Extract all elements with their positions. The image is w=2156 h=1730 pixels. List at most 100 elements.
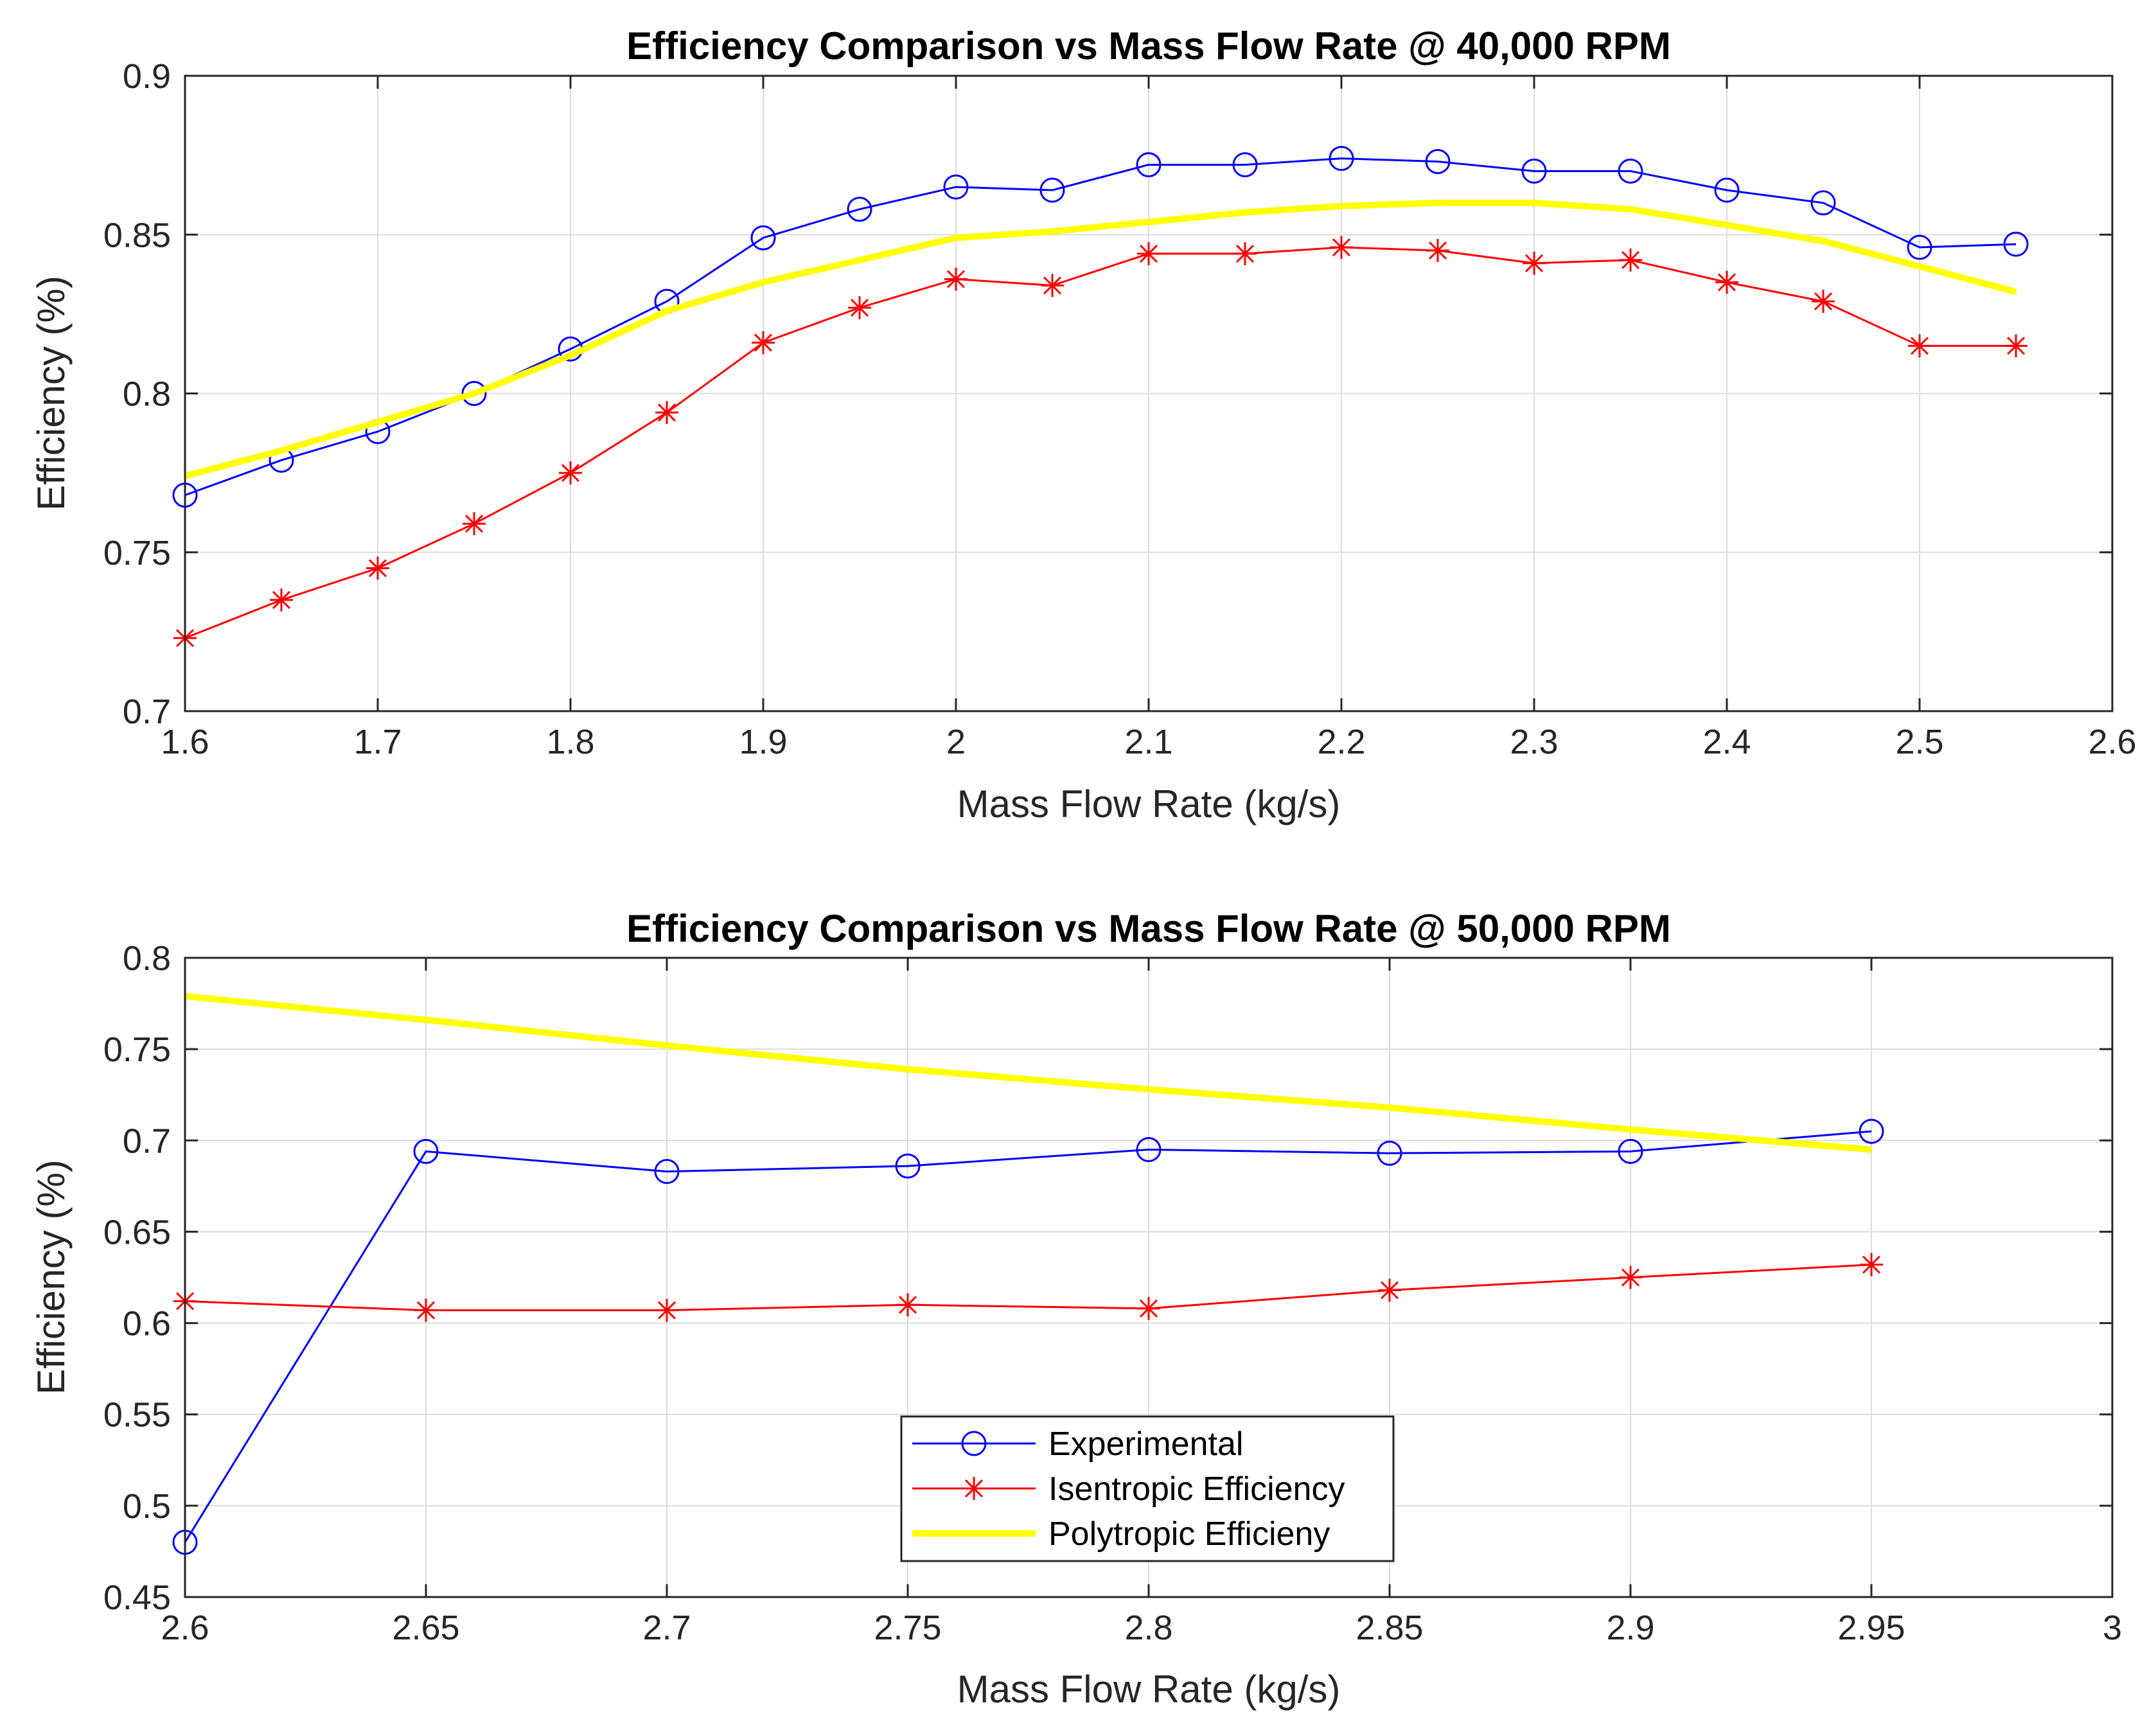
asterisk-stroke (368, 559, 387, 578)
asterisk-stroke (1621, 251, 1640, 269)
asterisk-stroke (416, 1301, 436, 1320)
y-tick-label: 0.6 (123, 1305, 171, 1343)
legend-marker-circle (961, 1431, 987, 1456)
chart-title: Efficiency Comparison vs Mass Flow Rate … (626, 24, 1671, 67)
asterisk-stroke (964, 1479, 984, 1498)
data-point-isentropic-efficiency (1619, 1266, 1642, 1289)
data-point-isentropic-efficiency (655, 401, 678, 425)
y-tick-label: 0.75 (103, 1030, 171, 1069)
data-point-experimental (413, 1138, 439, 1164)
data-point-isentropic-efficiency (1715, 270, 1738, 294)
y-axis-label: Efficiency (%) (30, 276, 73, 511)
asterisk-stroke (1428, 241, 1447, 260)
x-tick-label: 2.75 (874, 1609, 941, 1647)
asterisk-stroke (1380, 1281, 1399, 1300)
data-point-isentropic-efficiency (1378, 1278, 1401, 1302)
series-isentropic-efficiency (173, 1253, 1883, 1322)
chart-50000-rpm: 2.6 2.65 2.7 2.75 2.8 2.85 2.9 2.95 3 0.45 0.5 0.55… (30, 907, 2122, 1711)
x-tick-label: 3 (2103, 1609, 2122, 1647)
y-tick-label: 0.7 (123, 1122, 171, 1160)
y-tick-label: 0.65 (103, 1213, 171, 1251)
asterisk-stroke (1139, 244, 1158, 263)
x-tick-label: 2.2 (1317, 723, 1365, 761)
x-tick-label: 2 (946, 723, 966, 761)
x-tick-label: 1.9 (739, 723, 787, 761)
data-point-experimental (1810, 190, 1836, 216)
series-line-polytropic-efficieny (184, 993, 1872, 1153)
x-tick-label: 2.6 (161, 1609, 209, 1647)
data-point-isentropic-efficiency (2004, 334, 2028, 358)
data-point-isentropic-efficiency (1137, 1296, 1160, 1320)
data-point-isentropic-efficiency (366, 556, 389, 580)
y-axis-label: Efficiency (%) (30, 1160, 73, 1395)
data-point-experimental (1039, 177, 1065, 203)
asterisk-stroke (754, 333, 773, 352)
asterisk-stroke (1717, 273, 1736, 292)
asterisk-stroke (1862, 1255, 1881, 1274)
asterisk-stroke (464, 515, 484, 533)
data-point-experimental (1232, 152, 1258, 177)
asterisk-stroke (1139, 1299, 1158, 1318)
data-point-isentropic-efficiency (270, 588, 293, 612)
x-tick-label: 2.4 (1702, 723, 1751, 761)
x-tick-label: 2.1 (1124, 723, 1172, 761)
y-tick-label: 0.8 (123, 939, 171, 978)
asterisk-stroke (898, 1296, 917, 1314)
x-tick-label: 2.7 (642, 1609, 691, 1647)
data-point-isentropic-efficiency (1041, 274, 1064, 297)
data-point-experimental (654, 1159, 680, 1185)
data-point-experimental (1329, 146, 1354, 172)
x-axis-label: Mass Flow Rate (kg/s) (957, 1668, 1341, 1711)
series-polytropic-efficieny (184, 199, 2017, 479)
y-tick-label: 0.45 (103, 1578, 171, 1617)
data-point-experimental (943, 174, 969, 200)
legend-entry-experimental: Experimental (912, 1425, 1243, 1463)
data-point-experimental (1521, 158, 1547, 184)
legend-label-polytropic: Polytropic Efficieny (1048, 1515, 1330, 1553)
data-point-experimental (895, 1153, 921, 1179)
data-point-isentropic-efficiency (1426, 238, 1449, 262)
x-axis-label: Mass Flow Rate (kg/s) (957, 782, 1341, 825)
x-tick-label: 2.5 (1895, 723, 1943, 761)
asterisk-stroke (1621, 1268, 1640, 1287)
y-tick-label: 0.7 (123, 693, 171, 731)
x-tick-label: 1.6 (161, 723, 209, 761)
chart-40000-rpm: 1.6 1.7 1.8 1.9 2 2.1 2.2 2.3 2.4 2.5 2.6 0.7 0.75 0.… (30, 24, 2137, 825)
legend-entry-isentropic: Isentropic Efficiency (912, 1470, 1345, 1508)
ticks: 1.6 1.7 1.8 1.9 2 2.1 2.2 2.3 2.4 2.5 2.6 0.7 0.75 0.… (103, 57, 2137, 761)
data-point-isentropic-efficiency (944, 267, 968, 291)
y-tick-label: 0.9 (123, 57, 171, 96)
data-point-isentropic-efficiency (1330, 236, 1353, 260)
legend-label-isentropic: Isentropic Efficiency (1048, 1470, 1345, 1508)
data-point-isentropic-efficiency (848, 296, 871, 319)
asterisk-stroke (850, 298, 869, 317)
data-point-experimental (461, 381, 487, 406)
series-line-isentropic-efficiency (184, 1264, 1872, 1312)
legend-marker-asterisk (962, 1477, 985, 1500)
data-point-experimental (1618, 1138, 1643, 1164)
legend-asterisk-glyph (962, 1477, 985, 1500)
y-tick-label: 0.55 (103, 1396, 171, 1434)
data-point-experimental (1377, 1140, 1402, 1166)
legend-label-experimental: Experimental (1048, 1425, 1243, 1463)
x-tick-label: 2.85 (1356, 1609, 1423, 1647)
x-tick-label: 2.9 (1606, 1609, 1654, 1647)
ticks: 2.6 2.65 2.7 2.75 2.8 2.85 2.9 2.95 3 0.45 0.5 0.55… (103, 939, 2122, 1647)
series-isentropic-efficiency (173, 236, 2028, 650)
data-point-isentropic-efficiency (1137, 242, 1160, 265)
data-point-experimental (1859, 1118, 1884, 1144)
data-point-isentropic-efficiency (463, 512, 486, 536)
asterisk-stroke (1043, 276, 1062, 295)
x-tick-label: 2.65 (392, 1609, 459, 1647)
x-tick-label: 2.95 (1837, 1609, 1905, 1647)
asterisk-stroke (272, 590, 291, 609)
series-line-experimental (184, 1130, 1872, 1543)
data-point-experimental (1425, 149, 1451, 175)
asterisk-stroke (657, 1301, 676, 1320)
asterisk-stroke (657, 403, 676, 422)
data-point-isentropic-efficiency (655, 1298, 678, 1322)
asterisk-stroke (561, 464, 580, 482)
data-point-experimental (1618, 158, 1643, 184)
data-point-isentropic-efficiency (1233, 242, 1257, 265)
